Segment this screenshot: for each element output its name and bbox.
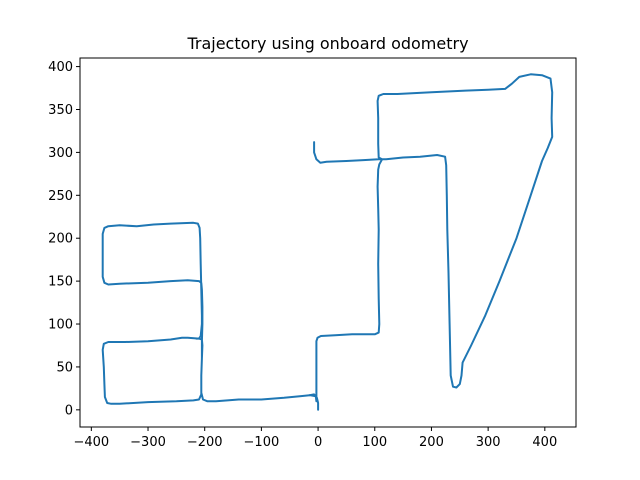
y-tick-label: 250 — [48, 189, 73, 204]
x-tick-label: −300 — [130, 435, 166, 450]
x-axis: −400 −300 −200 −100 0 100 200 300 400 — [73, 427, 557, 450]
trajectory-line-1 — [101, 221, 320, 411]
y-tick-label: 200 — [48, 232, 73, 247]
x-tick-label: 0 — [314, 435, 322, 450]
x-tick-label: −400 — [73, 435, 109, 450]
y-tick-label: 400 — [48, 60, 73, 75]
x-tick-label: 100 — [362, 435, 387, 450]
plot-area — [101, 73, 554, 411]
y-tick-label: 0 — [65, 403, 73, 418]
y-tick-label: 350 — [48, 103, 73, 118]
axes-frame — [79, 57, 577, 428]
y-tick-label: 300 — [48, 146, 73, 161]
y-axis: 0 50 100 150 200 250 300 350 400 — [48, 60, 80, 418]
x-tick-label: −200 — [187, 435, 223, 450]
y-tick-label: 150 — [48, 275, 73, 290]
x-tick-label: 300 — [476, 435, 501, 450]
x-tick-label: 400 — [532, 435, 557, 450]
y-tick-label: 50 — [56, 360, 73, 375]
x-tick-label: −100 — [244, 435, 280, 450]
x-tick-label: 200 — [419, 435, 444, 450]
chart-title: Trajectory using onboard odometry — [186, 34, 468, 53]
y-tick-label: 100 — [48, 318, 73, 333]
trajectory-line-2 — [308, 73, 554, 403]
